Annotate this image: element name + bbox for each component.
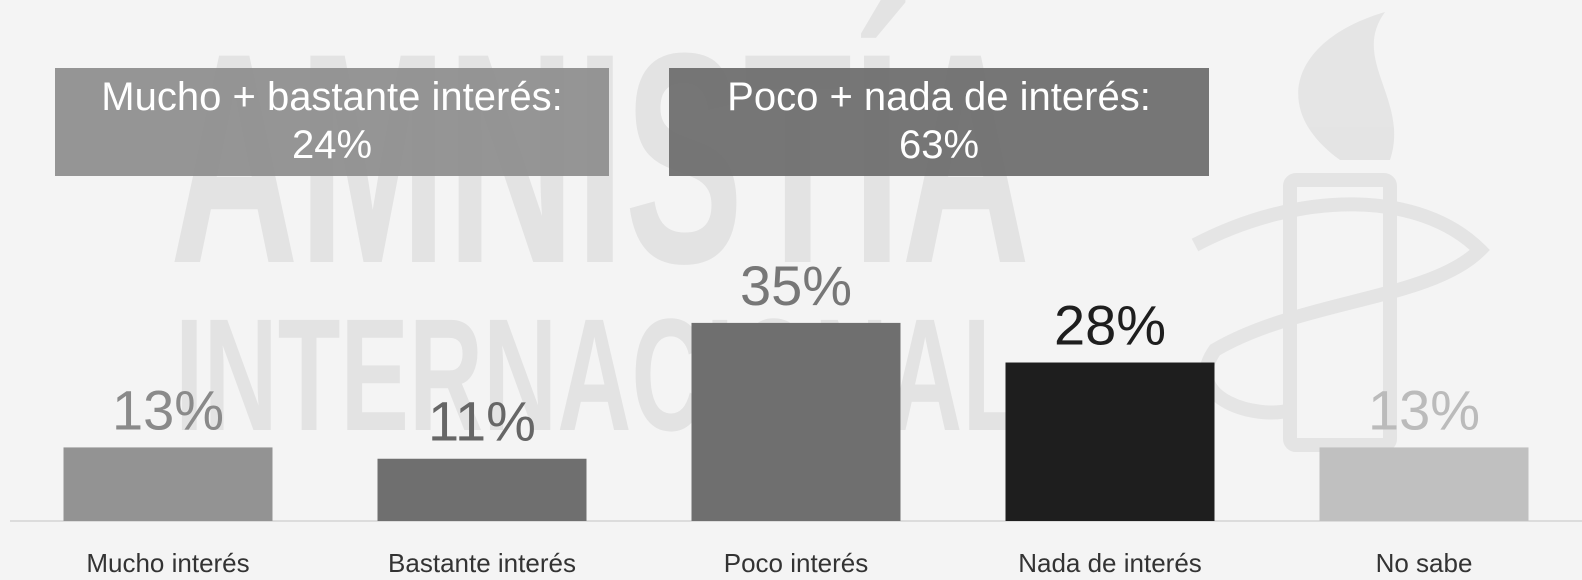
bar [377,458,587,521]
bar [1319,447,1529,521]
x-tick-label: No sabe [1376,548,1473,578]
annotation-box [55,68,609,176]
value-label: 35% [740,254,852,317]
annotation-text: Mucho + bastante interés: [101,75,562,119]
bar [691,322,901,521]
annotation-text: 24% [292,123,372,167]
bar [63,447,273,521]
x-tick-label: Mucho interés [86,548,249,578]
x-tick-label: Bastante interés [388,548,576,578]
bar [1005,362,1215,521]
value-label: 13% [112,378,224,441]
value-label: 13% [1368,378,1480,441]
logo [1191,12,1490,452]
value-label: 28% [1054,294,1166,357]
annotation-box [669,68,1209,176]
value-label: 11% [428,390,536,453]
x-tick-label: Poco interés [724,548,869,578]
annotation-text: 63% [899,123,979,167]
x-tick-label: Nada de interés [1018,548,1202,578]
annotation-text: Poco + nada de interés: [727,75,1151,119]
plot: Mucho + bastante interés:24% Poco + nada … [10,68,1582,578]
